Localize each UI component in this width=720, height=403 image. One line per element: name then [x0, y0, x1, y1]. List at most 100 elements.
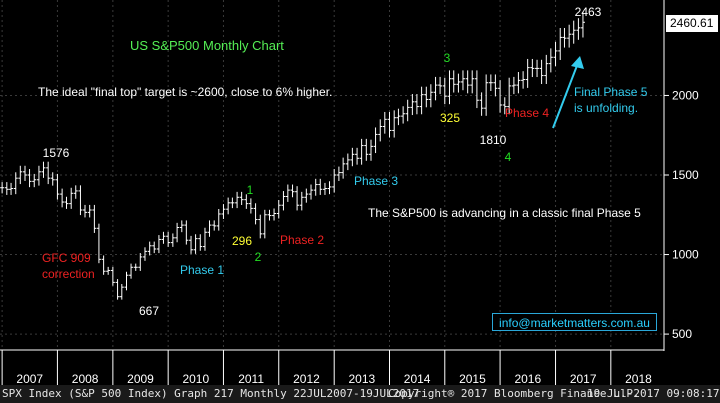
annotation-label: 325 — [440, 111, 460, 125]
ohlc-bar — [373, 127, 378, 154]
ohlc-bar — [470, 70, 475, 94]
ohlc-bar — [562, 27, 567, 48]
ohlc-bar — [309, 184, 314, 200]
email-box[interactable]: info@marketmatters.com.au — [492, 313, 657, 331]
ohlc-bar — [369, 139, 374, 161]
ohlc-bar — [73, 185, 78, 199]
ohlc-bar — [212, 220, 217, 231]
x-tick-label: 2012 — [293, 372, 320, 386]
ohlc-bar — [230, 197, 235, 209]
ohlc-bar — [41, 161, 46, 178]
ohlc-bar — [60, 188, 65, 208]
ohlc-bar — [451, 70, 456, 93]
annotation-label: 667 — [139, 304, 159, 318]
ohlc-bar — [142, 247, 147, 261]
ohlc-bar — [124, 271, 129, 291]
ohlc-bar — [484, 74, 489, 116]
x-tick-label: 2007 — [16, 372, 43, 386]
ohlc-bar — [364, 138, 369, 161]
ohlc-bar — [198, 234, 203, 251]
ohlc-bar — [382, 111, 387, 134]
ohlc-bar — [9, 182, 14, 195]
x-tick-label: 2015 — [459, 372, 486, 386]
ohlc-bar — [226, 197, 231, 215]
ohlc-bar — [272, 208, 277, 221]
ohlc-bar — [567, 24, 572, 48]
y-tick-label: 1500 — [672, 168, 699, 182]
ohlc-bar — [539, 59, 544, 85]
annotation-label: Phase 3 — [354, 174, 398, 188]
ohlc-bar — [27, 169, 32, 188]
ohlc-bar — [170, 233, 175, 247]
ohlc-bar — [239, 191, 244, 206]
ohlc-bar — [355, 147, 360, 165]
arrow-head — [571, 56, 584, 69]
ohlc-bar — [101, 255, 106, 275]
x-tick-label: 2011 — [238, 372, 264, 386]
x-tick-label: 2013 — [348, 372, 375, 386]
ohlc-bar — [13, 172, 18, 195]
ohlc-bar — [82, 204, 87, 218]
arrow-line — [552, 62, 579, 129]
footer-right: 19-Jul-2017 09:08:17 — [587, 387, 720, 400]
ohlc-bar — [106, 266, 111, 275]
ohlc-bar — [253, 203, 258, 225]
ohlc-bar — [359, 138, 364, 165]
x-tick-label: 2017 — [570, 372, 597, 386]
annotation-label: The ideal "final top" target is ~2600, c… — [38, 85, 332, 99]
annotation-label: The S&P500 is advancing in a classic fin… — [368, 206, 641, 220]
ohlc-bar — [548, 48, 553, 73]
ohlc-bar — [544, 54, 549, 85]
y-tick-label: 1000 — [672, 248, 699, 262]
ohlc-bar — [447, 70, 452, 105]
footer-left: SPX Index (S&P 500 Index) Graph 217 Mont… — [2, 387, 420, 400]
ohlc-bar — [147, 241, 152, 256]
ohlc-bar — [78, 185, 83, 216]
y-tick-label: 500 — [672, 327, 692, 341]
ohlc-bar — [507, 77, 512, 115]
annotation-label: Phase 1 — [180, 263, 224, 277]
ohlc-bar — [248, 198, 253, 214]
ohlc-bar — [313, 178, 318, 196]
ohlc-bar — [493, 74, 498, 97]
ohlc-bar — [488, 74, 493, 91]
ohlc-bar — [516, 72, 521, 94]
ohlc-bar — [22, 165, 27, 181]
ohlc-bar — [405, 99, 410, 122]
ohlc-bar — [387, 111, 392, 138]
ohlc-bar — [350, 147, 355, 167]
annotation-label: 2 — [255, 250, 262, 264]
ohlc-bar — [414, 94, 419, 115]
ohlc-bar — [535, 59, 540, 78]
ohlc-bar — [285, 184, 290, 202]
ohlc-bar — [189, 235, 194, 254]
ohlc-bar — [290, 184, 295, 198]
annotation-label: 3 — [444, 51, 451, 65]
ohlc-bar — [479, 92, 484, 116]
ohlc-bar — [193, 234, 198, 254]
ohlc-bar — [428, 84, 433, 108]
ohlc-bar — [525, 58, 530, 88]
grid-lines — [0, 0, 664, 350]
ohlc-bar — [322, 182, 327, 195]
ohlc-bar — [161, 231, 166, 244]
ohlc-bar — [244, 194, 249, 209]
ohlc-bar — [327, 181, 332, 195]
ohlc-bar — [498, 80, 503, 113]
annotation-label: Phase 4 — [505, 106, 549, 120]
ohlc-bar — [580, 12, 585, 38]
ohlc-bar — [166, 231, 171, 247]
ohlc-bar — [530, 58, 535, 78]
ohlc-bar — [202, 227, 207, 251]
ohlc-bar — [267, 209, 272, 221]
ohlc-bar — [276, 200, 281, 219]
ohlc-bar — [4, 182, 9, 195]
ohlc-bar — [152, 241, 157, 254]
ohlc-bar — [304, 188, 309, 203]
x-tick-label: 2016 — [514, 372, 541, 386]
ohlc-bar — [96, 223, 101, 264]
annotation-label: correction — [42, 267, 95, 281]
last-price-tag: 2460.61 — [666, 15, 718, 32]
x-tick-label: 2018 — [625, 372, 652, 386]
